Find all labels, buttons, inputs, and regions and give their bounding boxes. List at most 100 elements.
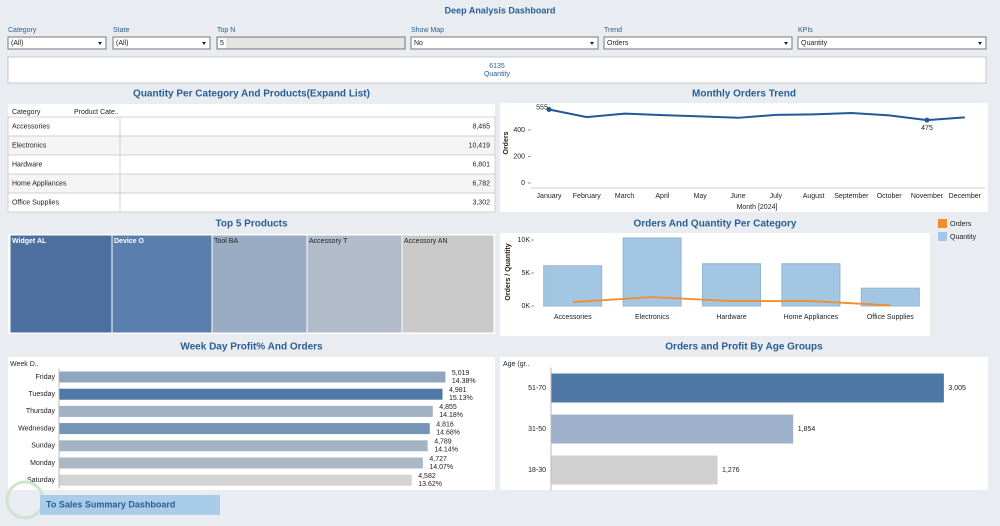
legend-label: Quantity [950,234,977,241]
x-tick-label: January [537,193,562,200]
bar [702,263,761,307]
filter-value: 5 [220,40,224,47]
point [546,106,552,112]
row-label: 18-30 [528,467,546,474]
row-label: Saturday [27,477,56,484]
row-category: Home Appliances [12,180,67,187]
filter-value: Quantity [801,40,828,47]
filter-label: Trend [604,27,622,34]
treemap-cell [111,234,213,334]
trend-line [548,108,965,122]
y-tick-label: 5K [521,270,530,277]
value-label: 4,727 [429,456,447,463]
filter-box[interactable] [603,36,793,50]
row-label: Friday [36,374,56,381]
filter-box[interactable] [7,36,107,50]
value-label: 4,981 [449,387,467,394]
x-tick-label: February [573,193,602,200]
x-tick-label: Home Appliances [784,314,839,321]
row-label: Thursday [26,408,56,415]
treemap-cell [401,234,495,334]
row-label: Monday [30,460,55,467]
treemap-cell [9,234,113,334]
y-tick-label: 0 [521,180,525,187]
y-tick-label: 0K [521,303,530,310]
value-label: 4,816 [436,421,454,428]
x-tick-label: Office Supplies [867,314,914,321]
x-tick-label: Electronics [635,314,670,321]
orders-line [572,296,891,307]
dropdown-arrow [98,42,102,45]
y-tick-label: 400 [513,127,525,134]
panel [500,103,988,212]
panel-title: Quantity Per Category And Products(Expan… [133,89,370,100]
treemap-label: Accessory T [309,238,348,245]
kpi-box [7,56,987,84]
legend-swatch [938,232,947,241]
row-category: Electronics [12,142,47,149]
row-label: Wednesday [18,425,55,432]
y-axis-label: Orders / Quantity [505,243,512,300]
bar [58,387,444,401]
legend-label: Orders [950,221,972,228]
x-tick-label: March [615,193,635,200]
x-tick-label: June [730,193,745,200]
profit-label: 14.14% [434,447,458,454]
x-tick-label: July [770,193,783,200]
filter-label: Show Map [411,27,444,34]
filter-label: Top N [217,27,235,34]
value-label: 1,854 [798,426,816,433]
table-row [7,173,496,194]
profit-label: 14.18% [439,412,463,419]
treemap-cell [306,234,403,334]
panel-title: Orders and Profit By Age Groups [665,342,823,353]
y-axis-label: Orders [503,131,510,154]
filter-box[interactable] [216,36,406,50]
bar [550,454,719,486]
filter-box[interactable] [112,36,211,50]
dropdown-arrow [202,42,206,45]
row-value: 10,419 [469,142,491,149]
row-label: Sunday [31,443,55,450]
x-tick-label: Accessories [554,314,592,321]
filter-value: Orders [607,40,629,47]
x-tick-label: August [803,193,825,200]
treemap-cell [211,234,308,334]
x-axis-label: Month [2024] [737,204,778,211]
filter-box[interactable] [797,36,987,50]
nav-button-label[interactable]: To Sales Summary Dashboard [46,499,175,509]
row-label: Tuesday [28,391,55,398]
row-label: 51-70 [528,385,546,392]
value-label: 4,582 [418,473,436,480]
treemap-label: Widget AL [12,238,47,245]
bar [58,439,429,453]
treemap-label: Accessory AN [404,238,448,245]
filter-label: KPIs [798,27,813,34]
bar [58,473,413,487]
bar [543,265,603,307]
table-row [7,192,496,213]
row-value: 6,782 [472,180,490,187]
x-tick-label: September [834,193,869,200]
point-label: 475 [921,125,933,132]
panel-title: Orders And Quantity Per Category [634,219,797,230]
kpi-value: 6135 [489,63,505,70]
value-label: 5,019 [452,370,470,377]
row-value: 3,302 [472,199,490,206]
y-tick-label: 10K [518,237,531,244]
value-label: 4,855 [439,404,457,411]
bar [781,263,841,307]
bar [550,372,945,404]
bar [622,237,682,307]
treemap-label: Device O [114,238,145,245]
panel-title: Monthly Orders Trend [692,89,796,100]
filter-label: State [113,27,129,34]
row-category: Hardware [12,161,42,168]
dropdown-arrow [784,42,788,45]
kpi-label: Quantity [484,71,511,78]
bar [58,370,447,384]
filter-box[interactable] [410,36,599,50]
legend-swatch [938,219,947,228]
nav-button[interactable] [40,495,220,515]
value-label: 4,789 [434,439,452,446]
